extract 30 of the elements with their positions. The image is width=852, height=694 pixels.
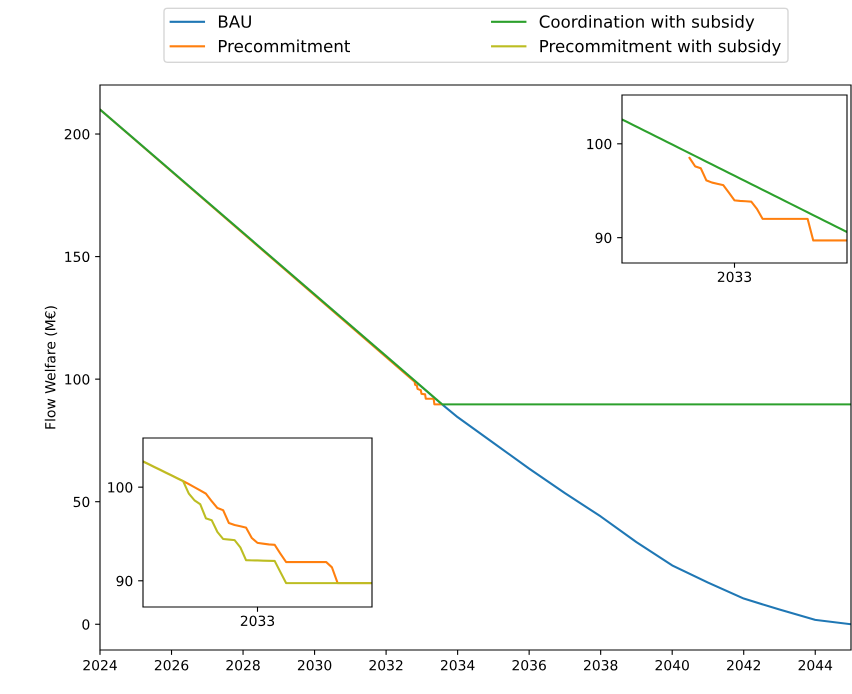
line-series	[622, 118, 847, 234]
y-tick-label: 100	[587, 138, 612, 150]
line-series	[143, 460, 372, 584]
y-tick-label: 90	[116, 576, 132, 586]
x-tick-label: 2042	[727, 660, 760, 670]
y-tick-label: 200	[64, 128, 90, 140]
legend-label: Precommitment with subsidy	[540, 39, 781, 56]
line-series	[688, 156, 847, 242]
x-tick-label: 2026	[154, 660, 188, 670]
x-tick-label: 2044	[798, 660, 832, 670]
y-tick-label: 100	[108, 482, 132, 493]
x-tick-label: 2036	[512, 660, 546, 670]
x-tick-label: 2030	[298, 660, 332, 670]
annotation: 2033	[718, 272, 752, 282]
y-tick-label: 90	[595, 232, 612, 244]
y-tick-label: 100	[65, 374, 90, 385]
legend-label: BAU	[218, 16, 251, 28]
y-tick-label: 50	[74, 496, 90, 508]
y-tick-label: 150	[65, 252, 90, 262]
x-tick-label: 2034	[440, 660, 475, 670]
legend-label: Precommitment	[218, 39, 350, 52]
y-tick-label: 0	[82, 619, 90, 630]
x-tick-label: 2038	[584, 660, 618, 670]
x-tick-label: 2032	[369, 660, 402, 670]
legend-label: Coordination with subsidy	[540, 15, 754, 32]
x-tick-label: 2024	[83, 660, 117, 670]
y-axis-title: Flow Welfare (M€)	[44, 306, 58, 429]
annotation: 2033	[240, 616, 274, 626]
x-tick-label: 2040	[656, 660, 689, 670]
x-tick-label: 2028	[226, 660, 260, 670]
